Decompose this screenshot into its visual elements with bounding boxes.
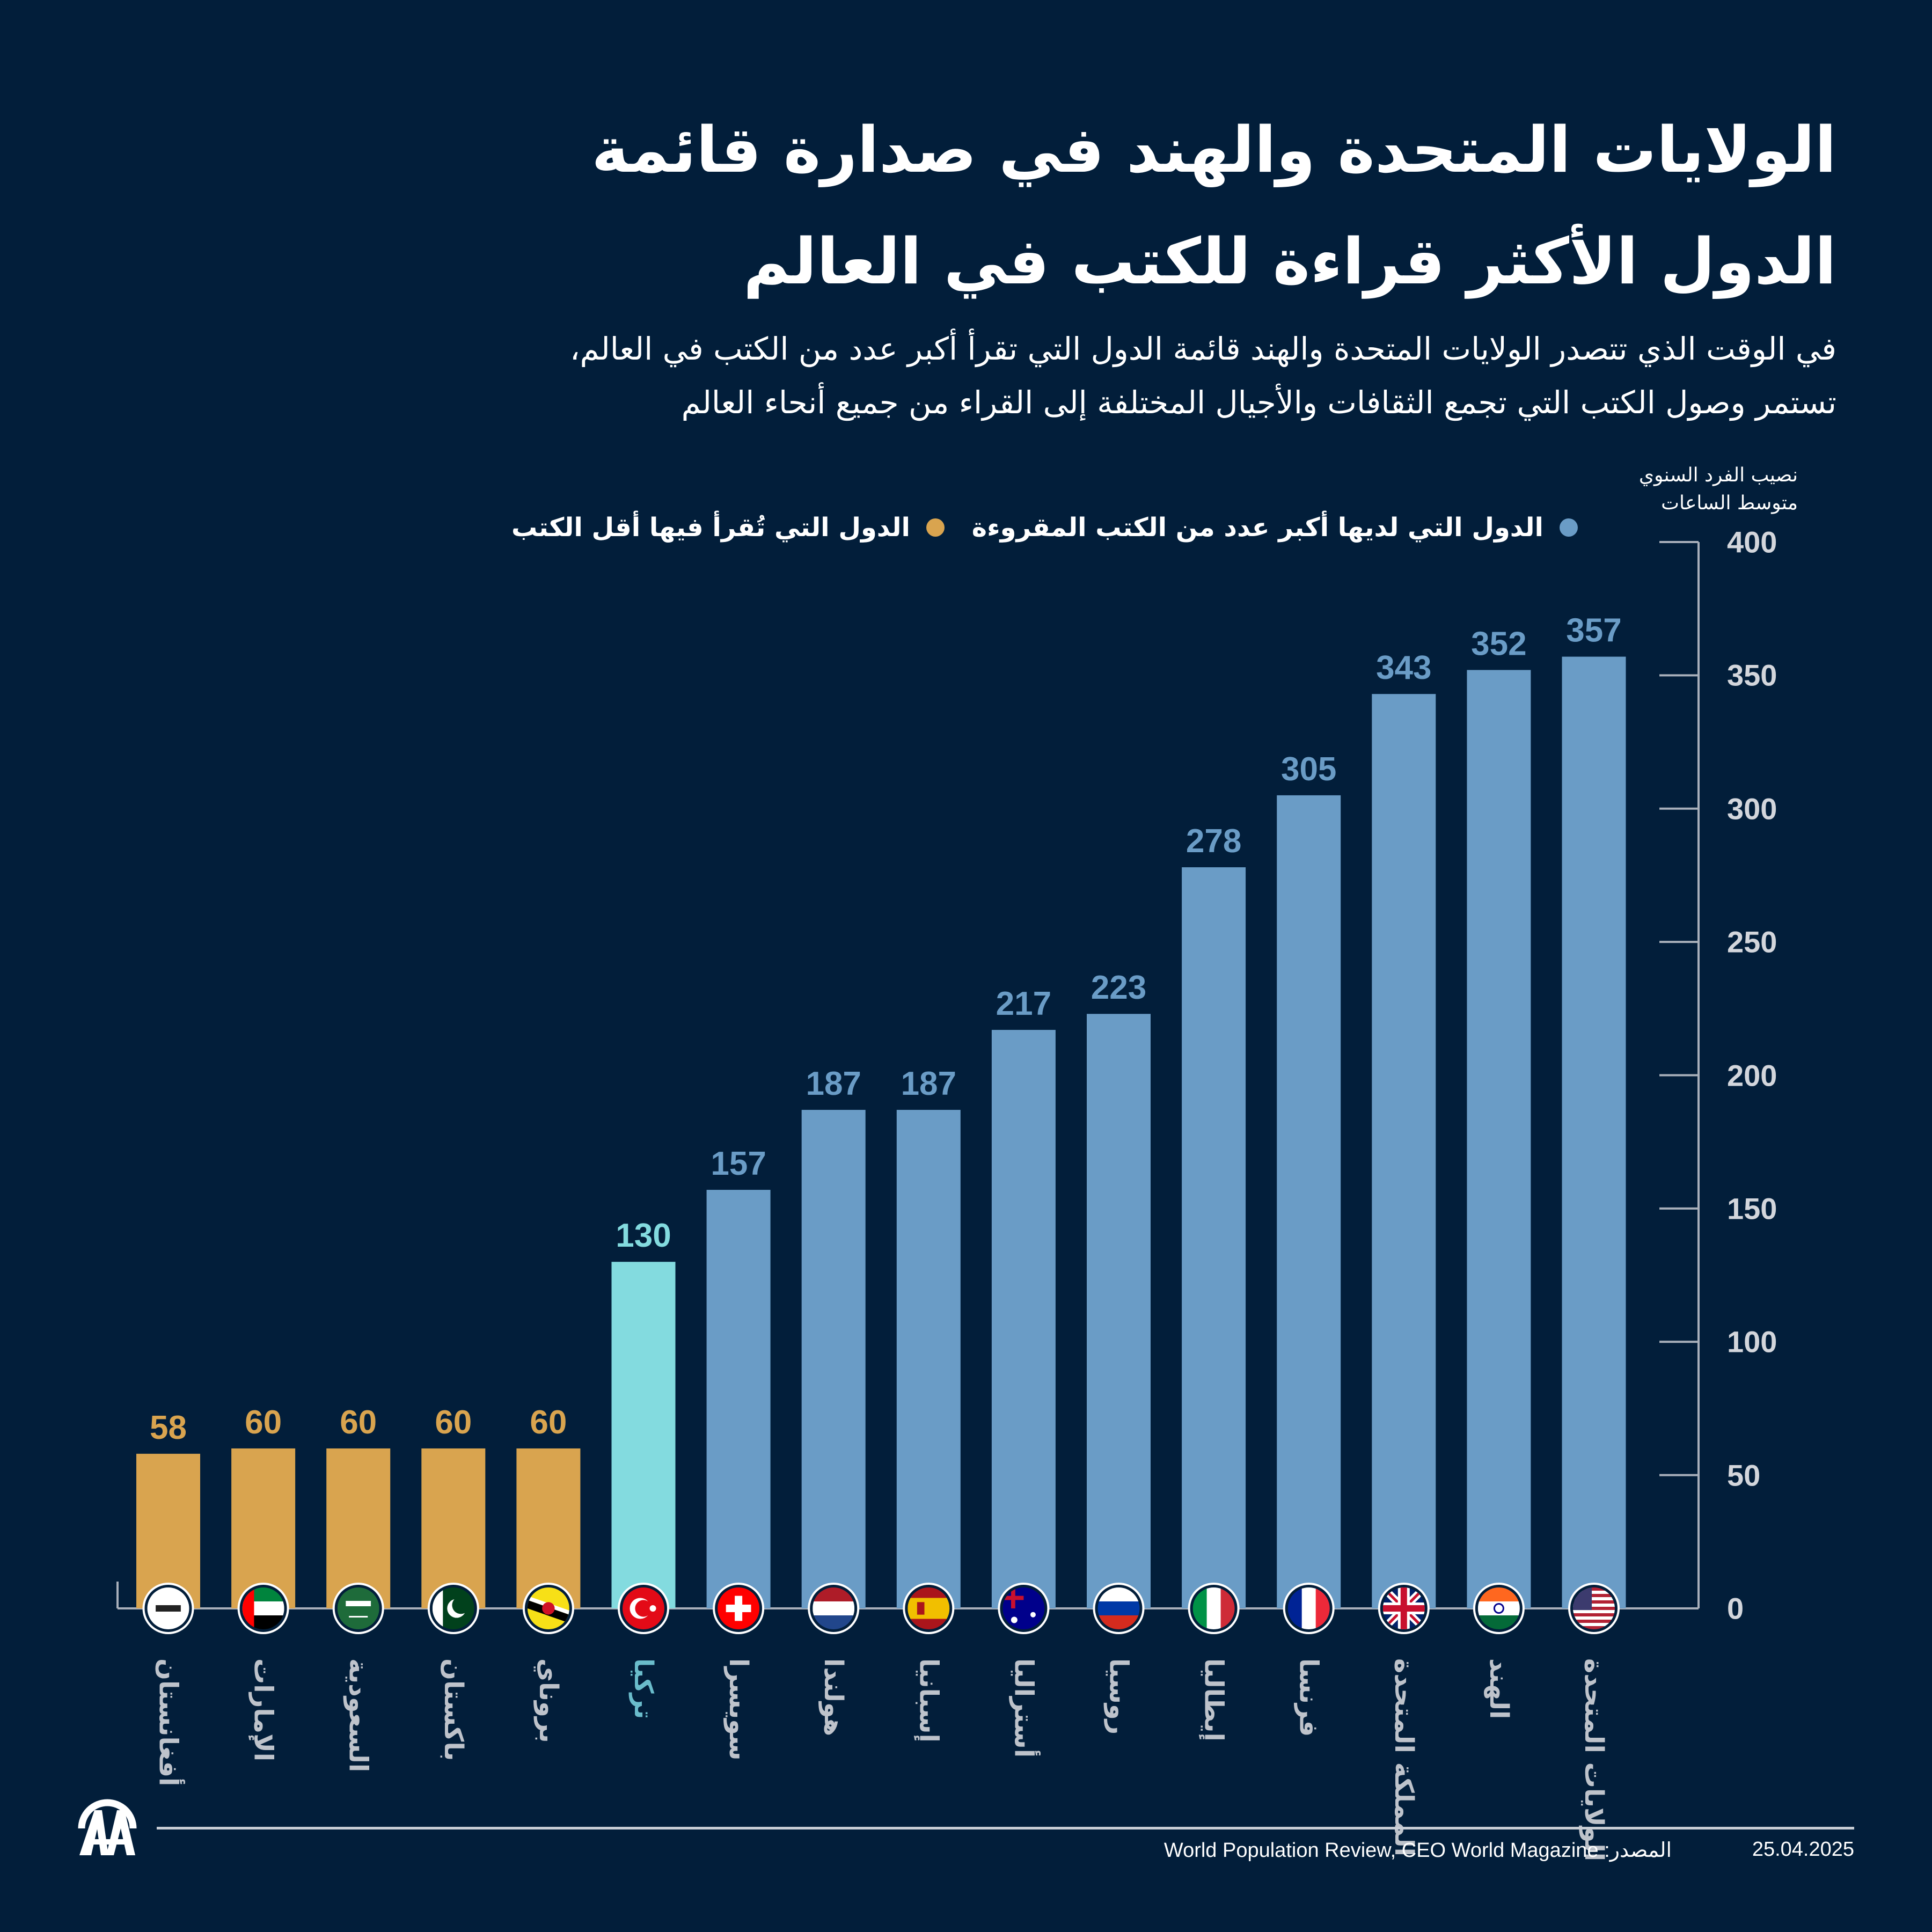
category-label: إيطاليا	[1198, 1658, 1229, 1741]
subtitle-line-1: في الوقت الذي تتصدر الولايات المتحدة وال…	[569, 331, 1836, 367]
legend-item-most: الدول التي لديها أكبر عدد من الكتب المقر…	[972, 513, 1578, 543]
bar	[136, 1453, 200, 1608]
bar	[231, 1448, 296, 1608]
bar-value-label: 305	[1281, 751, 1336, 788]
bar-value-label: 60	[530, 1404, 567, 1441]
category-label: السعودية	[343, 1658, 374, 1773]
category-label: الولايات المتحدة	[1579, 1658, 1609, 1862]
y-tick-label: 300	[1727, 792, 1777, 826]
bar-value-label: 60	[245, 1404, 282, 1441]
flag-turkey-icon	[618, 1583, 669, 1634]
y-tick-label: 350	[1727, 658, 1777, 692]
flag-france-icon	[1283, 1583, 1335, 1634]
y-tick-label: 150	[1727, 1191, 1777, 1226]
bar	[896, 1110, 961, 1608]
footer-divider	[157, 1827, 1854, 1829]
flag-india-icon	[1473, 1583, 1525, 1634]
bar	[1087, 1014, 1151, 1608]
bar-value-label: 60	[435, 1404, 472, 1441]
category-label: باكستان	[438, 1658, 469, 1761]
y-tick-label: 400	[1727, 525, 1777, 559]
y-tick-label: 100	[1727, 1324, 1777, 1359]
subtitle-line-2: تستمر وصول الكتب التي تجمع الثقافات والأ…	[681, 384, 1836, 421]
bar-value-label: 357	[1566, 612, 1621, 649]
bar-value-label: 187	[806, 1065, 861, 1102]
legend-dot-most-icon	[1560, 518, 1578, 537]
y-axis-title-line-1: نصيب الفرد السنوي	[1638, 464, 1798, 486]
bar-value-label: 130	[616, 1217, 671, 1254]
bar	[801, 1110, 866, 1608]
flag-spain-icon	[903, 1583, 955, 1634]
flag-saudi-arabia-icon	[332, 1583, 384, 1634]
category-label: هولندا	[818, 1658, 849, 1737]
flag-uk-icon	[1378, 1583, 1430, 1634]
category-label: الإمارات	[248, 1658, 279, 1762]
subtitle: في الوقت الذي تتصدر الولايات المتحدة وال…	[119, 322, 1836, 429]
bar	[706, 1190, 771, 1608]
bar	[1372, 694, 1436, 1608]
bar-value-label: 187	[901, 1065, 956, 1102]
page-title: الولايات المتحدة والهند في صدارة قائمة ا…	[226, 94, 1836, 317]
bar-value-label: 343	[1376, 649, 1431, 686]
flag-uae-icon	[237, 1583, 289, 1634]
bar	[421, 1448, 486, 1608]
footer-date: 25.04.2025	[1752, 1838, 1854, 1861]
flag-netherlands-icon	[808, 1583, 860, 1634]
y-axis-title: نصيب الفرد السنوي متوسط الساعات	[1639, 462, 1798, 517]
legend-label-most: الدول التي لديها أكبر عدد من الكتب المقر…	[971, 513, 1543, 543]
category-label: أفغانستان	[153, 1658, 184, 1787]
legend-label-least: الدول التي تُقرأ فيها أقل الكتب	[511, 513, 910, 543]
flag-italy-icon	[1188, 1583, 1240, 1634]
bar	[1562, 656, 1626, 1608]
bar	[611, 1262, 676, 1608]
y-tick-label: 50	[1727, 1458, 1761, 1492]
bar-value-label: 217	[996, 985, 1051, 1022]
y-axis-title-line-2: متوسط الساعات	[1661, 492, 1798, 514]
flag-usa-icon	[1568, 1583, 1620, 1634]
bar	[1277, 795, 1341, 1608]
category-label: أستراليا	[1008, 1658, 1039, 1758]
category-label: سويسرا	[723, 1658, 754, 1761]
bar-value-label: 58	[150, 1409, 187, 1446]
bar-value-label: 278	[1186, 823, 1241, 860]
footer-source: World Population Review, CEO World Magaz…	[1163, 1839, 1672, 1862]
aa-logo-icon	[78, 1799, 137, 1855]
bar	[516, 1448, 581, 1608]
flag-switzerland-icon	[713, 1583, 765, 1634]
title-line-2: الدول الأكثر قراءة للكتب في العالم	[743, 224, 1836, 298]
bar	[1182, 867, 1246, 1608]
category-label: تركيا	[628, 1658, 658, 1719]
flag-australia-icon	[998, 1583, 1050, 1634]
flag-pakistan-icon	[427, 1583, 479, 1634]
legend-item-least: الدول التي تُقرأ فيها أقل الكتب	[511, 513, 945, 543]
flag-brunei-icon	[522, 1583, 574, 1634]
category-label: المملكة المتحدة	[1388, 1658, 1419, 1857]
y-tick-label: 250	[1727, 925, 1777, 959]
bar-value-label: 352	[1471, 625, 1526, 662]
category-label: إسبانيا	[913, 1658, 944, 1743]
bar	[1467, 670, 1531, 1608]
bar-value-label: 157	[711, 1145, 766, 1182]
bar-value-label: 223	[1091, 969, 1146, 1006]
category-label: الهند	[1483, 1658, 1514, 1719]
bar	[991, 1030, 1056, 1608]
title-line-1: الولايات المتحدة والهند في صدارة قائمة	[591, 113, 1836, 187]
flag-afghanistan-icon	[142, 1583, 194, 1634]
legend-dot-least-icon	[926, 518, 945, 537]
y-tick-label: 0	[1727, 1591, 1744, 1626]
bar	[326, 1448, 391, 1608]
y-tick-label: 200	[1727, 1058, 1777, 1092]
category-label: بروناي	[533, 1658, 564, 1743]
bar-value-label: 60	[340, 1404, 377, 1441]
category-label: روسيا	[1103, 1658, 1134, 1735]
category-label: فرنسا	[1293, 1658, 1324, 1737]
flag-russia-icon	[1093, 1583, 1145, 1634]
